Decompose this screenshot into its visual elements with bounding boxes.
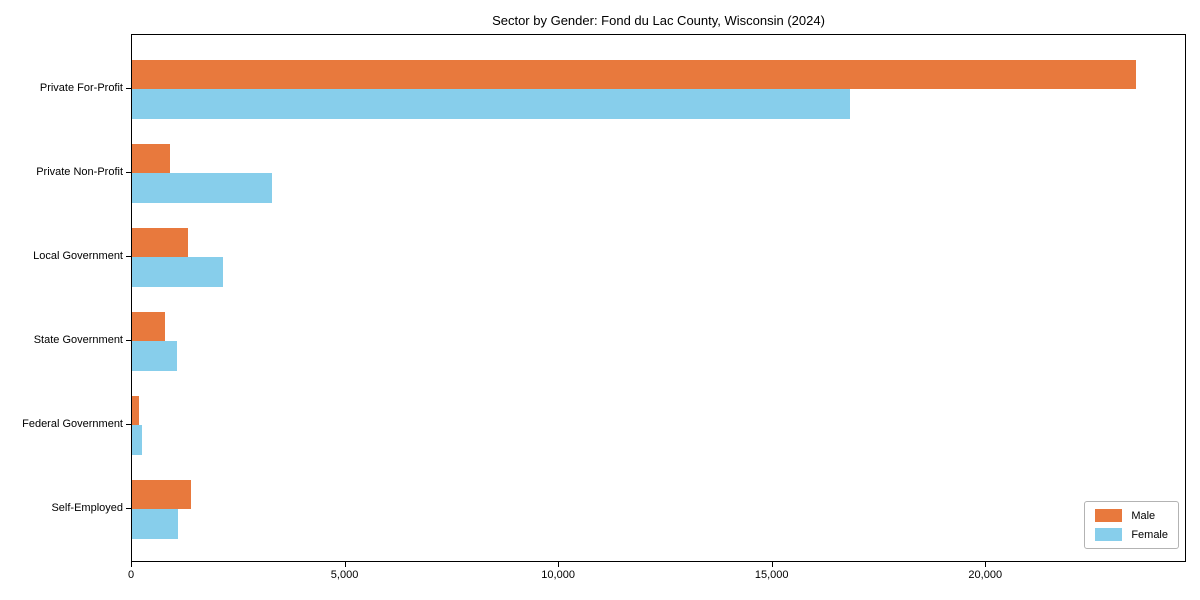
legend-label-male: Male: [1131, 509, 1156, 522]
y-tick-label-private-for-profit: Private For-Profit: [39, 81, 123, 94]
y-tick-label-self-employed: Self-Employed: [51, 501, 123, 514]
bar-male-local-government: [132, 227, 188, 258]
x-tick: [131, 562, 132, 567]
bar-male-self-employed: [132, 479, 191, 510]
y-tick: [126, 508, 131, 510]
y-tick-label-federal-government: Federal Government: [22, 417, 123, 430]
legend-swatch-female: [1095, 528, 1123, 541]
bar-female-private-for-profit: [132, 89, 850, 119]
y-tick: [126, 256, 131, 258]
legend-item-male: Male: [1095, 509, 1168, 522]
legend-label-female: Female: [1131, 528, 1168, 541]
x-tick-label-15-000: 15,000: [754, 569, 789, 581]
legend: Male Female: [1084, 501, 1179, 549]
bar-female-private-non-profit: [132, 173, 272, 203]
bar-female-local-government: [132, 257, 223, 287]
x-tick: [985, 562, 987, 567]
x-tick: [344, 562, 346, 567]
y-tick: [126, 172, 131, 174]
y-tick: [126, 424, 131, 426]
x-tick-label-5-000: 5,000: [330, 569, 359, 581]
bar-female-federal-government: [132, 425, 143, 455]
x-tick-label-20-000: 20,000: [968, 569, 1003, 581]
y-tick-label-local-government: Local Government: [33, 249, 123, 262]
x-tick: [558, 562, 560, 567]
bar-male-private-for-profit: [132, 59, 1136, 90]
bar-female-self-employed: [132, 509, 179, 539]
y-tick: [126, 88, 131, 90]
legend-item-female: Female: [1095, 528, 1168, 541]
bar-male-federal-government: [132, 395, 139, 426]
legend-swatch-male: [1095, 509, 1123, 522]
bar-male-state-government: [132, 311, 166, 342]
y-tick-label-state-government: State Government: [33, 333, 123, 346]
x-tick-label-0: 0: [127, 569, 135, 581]
y-tick-label-private-non-profit: Private Non-Profit: [36, 165, 123, 178]
bar-male-private-non-profit: [132, 143, 171, 174]
x-tick-label-10-000: 10,000: [541, 569, 575, 581]
y-tick: [126, 340, 131, 342]
bar-female-state-government: [132, 341, 177, 371]
chart-title: Sector by Gender: Fond du Lac County, Wi…: [492, 13, 825, 28]
plot-area: Male Female: [131, 34, 1186, 562]
x-tick: [771, 562, 773, 567]
